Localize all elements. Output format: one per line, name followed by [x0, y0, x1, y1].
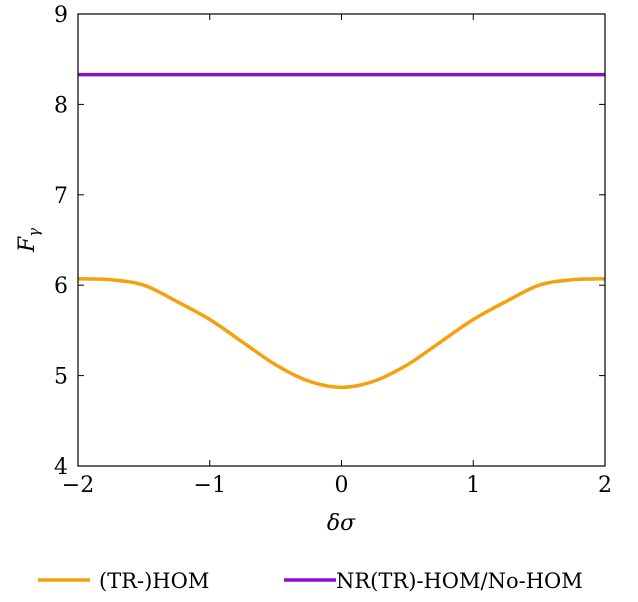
y-tick-label: 6	[54, 274, 68, 299]
legend-label-nr-hom: NR(TR)-HOM/No-HOM	[336, 569, 583, 593]
y-tick-label: 5	[54, 365, 68, 390]
plot-frame	[77, 13, 606, 467]
x-tick-label: 0	[335, 473, 349, 498]
y-tick-label: 8	[54, 93, 68, 118]
x-tick-label: 2	[598, 473, 612, 498]
x-tick-label: −1	[194, 473, 226, 498]
y-tick-label: 9	[54, 3, 68, 28]
x-axis-label: δσ	[327, 511, 356, 536]
y-axis-label-group: Fγ	[15, 228, 43, 253]
x-tick-label: −2	[62, 473, 94, 498]
y-axis-label: Fγ	[15, 228, 43, 253]
legend: (TR-)HOM NR(TR)-HOM/No-HOM	[38, 569, 583, 593]
series-line-0	[77, 277, 606, 390]
y-tick-label: 4	[54, 455, 68, 480]
ticks	[77, 13, 606, 467]
y-axis-label-sub: γ	[25, 228, 43, 237]
plot-lines	[77, 72, 606, 390]
y-tick-label: 7	[54, 184, 68, 209]
y-axis-label-main: F	[15, 236, 40, 253]
tick-labels: −2 −1 0 1 2 4 5 6 7 8 9	[54, 3, 612, 498]
x-tick-label: 1	[466, 473, 480, 498]
legend-label-hom: (TR-)HOM	[99, 569, 209, 593]
